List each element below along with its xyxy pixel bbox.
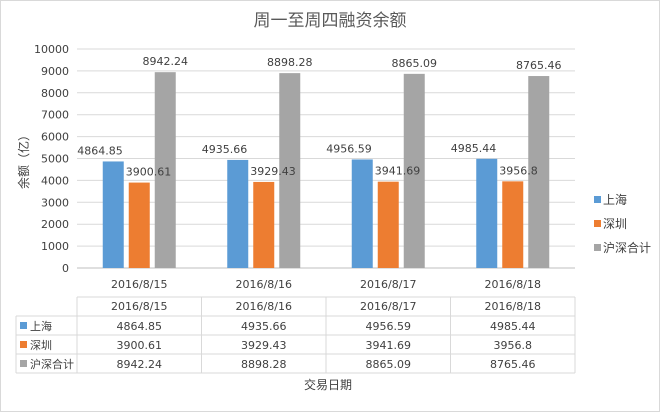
y-tick-label: 9000: [41, 65, 69, 78]
bar-深圳: [377, 181, 399, 268]
data-label: 3941.69: [375, 165, 421, 178]
bar-深圳: [253, 181, 275, 268]
x-tick-label: 2016/8/16: [236, 278, 292, 291]
bar-深圳: [128, 182, 150, 268]
table-header-cell: 2016/8/16: [236, 300, 292, 313]
table-row-label: 上海: [30, 319, 52, 333]
legend-label: 上海: [603, 192, 627, 207]
data-label: 3929.43: [250, 165, 296, 178]
bar-深圳: [502, 181, 524, 268]
y-tick-label: 4000: [41, 174, 69, 187]
table-row-label: 沪深合计: [30, 357, 74, 371]
data-label: 4935.66: [202, 143, 248, 156]
bars: [102, 72, 550, 269]
legend-swatch: [594, 220, 601, 227]
legend-label: 深圳: [603, 217, 627, 231]
table-cell: 3900.61: [117, 339, 163, 352]
table-cell: 3956.8: [494, 339, 533, 352]
x-axis-title: 交易日期: [304, 377, 352, 392]
bar-上海: [102, 161, 124, 268]
bar-上海: [227, 159, 249, 268]
bar-沪深合计: [528, 76, 550, 268]
table-header-cell: 2016/8/17: [360, 300, 416, 313]
data-label: 4985.44: [451, 142, 497, 155]
legend-label: 沪深合计: [603, 240, 651, 255]
chart-title: 周一至周四融资余额: [254, 11, 407, 31]
x-tick-label: 2016/8/15: [111, 278, 167, 291]
y-tick-label: 7000: [41, 109, 69, 122]
y-tick-label: 5000: [41, 153, 69, 166]
data-label: 3956.8: [499, 164, 538, 177]
table-legend-key: [20, 360, 27, 367]
y-tick-label: 0: [62, 262, 69, 275]
bar-沪深合计: [403, 73, 425, 269]
legend-swatch: [594, 244, 601, 251]
data-label: 8898.28: [267, 56, 313, 69]
table-cell: 4864.85: [117, 320, 163, 333]
y-tick-label: 10000: [34, 43, 69, 56]
y-tick-label: 6000: [41, 131, 69, 144]
data-label: 8865.09: [392, 57, 438, 70]
table-row-label: 深圳: [30, 339, 52, 352]
y-tick-label: 2000: [41, 218, 69, 231]
table-header-cell: 2016/8/15: [111, 300, 167, 313]
table-cell: 8865.09: [366, 358, 412, 371]
bar-沪深合计: [279, 73, 301, 268]
y-tick-label: 1000: [41, 240, 69, 253]
table-cell: 4985.44: [490, 320, 536, 333]
y-axis-title: 余额（亿）: [16, 129, 31, 189]
y-tick-label: 3000: [41, 196, 69, 209]
data-label: 4864.85: [77, 144, 123, 157]
data-label: 8942.24: [143, 55, 189, 68]
table-legend-key: [20, 341, 27, 348]
data-label: 3900.61: [126, 166, 172, 179]
y-axis-ticks: 0 1000 2000 3000 4000 5000 6000 7000 8000 9000 100…: [34, 43, 69, 275]
data-label: 4956.59: [326, 142, 372, 155]
table-legend-key: [20, 322, 27, 329]
gridlines: [77, 48, 575, 269]
table-cell: 8898.28: [241, 358, 287, 371]
table-cell: 3929.43: [241, 339, 287, 352]
data-table: 2016/8/15 2016/8/16 2016/8/17 2016/8/18 上海 48…: [15, 296, 576, 374]
table-header-cell: 2016/8/18: [485, 300, 541, 313]
data-label: 8765.46: [516, 59, 562, 72]
bar-沪深合计: [154, 72, 176, 268]
bar-上海: [476, 158, 498, 268]
bar-上海: [351, 159, 373, 268]
table-cell: 4935.66: [241, 320, 287, 333]
x-tick-label: 2016/8/17: [360, 278, 416, 291]
table-cell: 4956.59: [366, 320, 412, 333]
table-cell: 8765.46: [490, 358, 536, 371]
x-tick-label: 2016/8/18: [485, 278, 541, 291]
table-cell: 3941.69: [366, 339, 412, 352]
y-tick-label: 8000: [41, 87, 69, 100]
table-cell: 8942.24: [117, 358, 163, 371]
legend-swatch: [594, 196, 601, 203]
x-axis-ticks: 2016/8/15 2016/8/16 2016/8/17 2016/8/18: [111, 278, 541, 291]
